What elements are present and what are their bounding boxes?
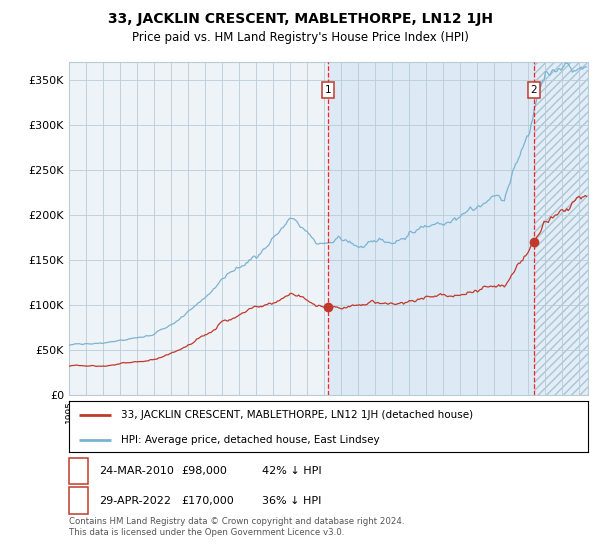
Bar — [328, 62, 534, 395]
Text: 2: 2 — [75, 496, 82, 506]
Bar — [534, 62, 588, 395]
Text: 1: 1 — [75, 466, 82, 476]
Bar — [534, 62, 588, 395]
Text: 29-APR-2022: 29-APR-2022 — [99, 496, 171, 506]
Text: 1: 1 — [325, 85, 331, 95]
Text: HPI: Average price, detached house, East Lindsey: HPI: Average price, detached house, East… — [121, 435, 380, 445]
Text: 24-MAR-2010: 24-MAR-2010 — [99, 466, 174, 476]
Text: 33, JACKLIN CRESCENT, MABLETHORPE, LN12 1JH: 33, JACKLIN CRESCENT, MABLETHORPE, LN12 … — [107, 12, 493, 26]
Text: 2: 2 — [531, 85, 538, 95]
Text: Contains HM Land Registry data © Crown copyright and database right 2024.
This d: Contains HM Land Registry data © Crown c… — [69, 517, 404, 537]
Text: £170,000: £170,000 — [181, 496, 234, 506]
Text: £98,000: £98,000 — [181, 466, 227, 476]
Text: Price paid vs. HM Land Registry's House Price Index (HPI): Price paid vs. HM Land Registry's House … — [131, 31, 469, 44]
Text: 33, JACKLIN CRESCENT, MABLETHORPE, LN12 1JH (detached house): 33, JACKLIN CRESCENT, MABLETHORPE, LN12 … — [121, 410, 473, 421]
Text: 36% ↓ HPI: 36% ↓ HPI — [262, 496, 322, 506]
Text: 42% ↓ HPI: 42% ↓ HPI — [262, 466, 322, 476]
